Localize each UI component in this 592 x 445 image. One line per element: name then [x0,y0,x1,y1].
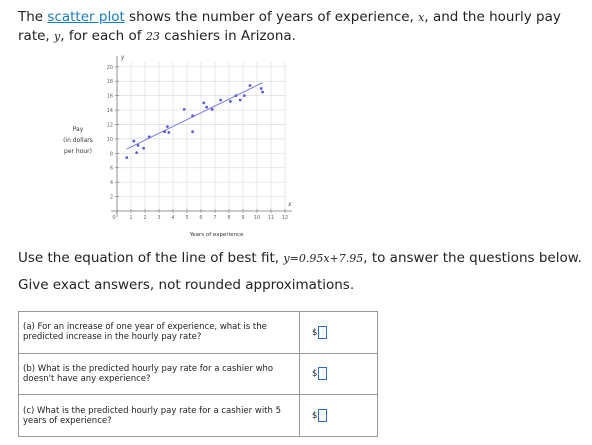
answer-input[interactable] [318,409,328,423]
x-tick-label: 9 [241,215,244,221]
y-tick-label: 16 [107,94,113,100]
data-point [182,107,186,111]
text: , and the hourly pay rate, [18,9,561,44]
data-point [205,105,209,109]
y-tick-label: 18 [107,79,113,85]
y-tick-label: 6 [110,166,113,172]
x-tick-label: 8 [227,215,230,221]
x-tick-label: 10 [254,215,260,221]
math: 23 [145,30,160,43]
y-tick-label: 4 [110,180,113,186]
data-point [259,87,263,90]
y-tick-label: 20 [107,65,113,71]
data-point [248,84,252,87]
question-table: (a) For an increase of one year of exper… [18,311,378,437]
question: (c) What is the predicted hourly pay rat… [18,394,300,437]
question-row: (a) For an increase of one year of exper… [18,311,378,354]
axis-letter: x [287,201,292,208]
x-tick-label: 2 [143,215,146,221]
x-tick-label: 0 [112,215,115,221]
data-point [166,125,169,129]
y-tick-label: 2 [110,195,113,201]
answer-cell: $ [299,311,378,354]
x-tick-label: 5 [185,215,188,221]
currency: $ [312,327,318,338]
link[interactable]: scatter plot [47,9,125,25]
x-tick-label: 12 [282,215,288,221]
math: x [418,11,425,24]
question-row: (c) What is the predicted hourly pay rat… [18,394,378,437]
data-point [210,107,214,111]
x-tick-label: 7 [213,215,216,221]
instruction: Give exact answers, not rounded approxim… [18,277,355,293]
currency: $ [312,369,318,380]
data-point [202,101,206,105]
equation-line: Use the equation of the line of best fit… [18,249,582,268]
answer-input[interactable] [318,367,328,381]
math: y [54,30,61,43]
data-point [167,131,171,134]
question: (b) What is the predicted hourly pay rat… [18,352,300,396]
y-tick-label: 12 [107,122,113,128]
data-point [163,130,167,134]
data-point [191,130,195,134]
y-tick-label: 8 [110,151,113,157]
answer-cell: $ [299,352,378,396]
question-row: (b) What is the predicted hourly pay rat… [18,352,378,396]
y-tick-label: 10 [107,137,113,143]
data-point [125,156,129,160]
x-tick-label: 11 [268,215,274,221]
intro: The scatter plot shows the number of yea… [18,8,588,46]
text: cashiers in Arizona. [159,28,296,44]
y-tick-label: 14 [107,108,113,114]
text: The [18,9,48,25]
answer-cell: $ [299,394,378,437]
x-tick-label: 4 [171,215,174,221]
question: (a) For an increase of one year of exper… [18,311,300,354]
text: , to answer the questions below. [363,250,582,266]
y-axis-label: per hour) [64,148,92,155]
data-point [142,146,146,150]
x-tick-label: 1 [129,215,132,221]
data-point [147,135,151,139]
x-tick-label: 6 [199,215,202,221]
data-point [261,90,264,94]
axis-letter: y [120,54,125,61]
answer-input[interactable] [318,325,328,339]
y-axis-label: (in dollars [63,137,93,144]
data-point [238,98,242,102]
data-point [191,114,195,118]
math: y=0.95x+7.95 [283,252,364,265]
text: Use the equation of the line of best fit… [18,250,284,266]
x-axis-label: Years of experience [189,232,244,238]
y-axis-label: Pay [73,126,84,133]
data-point [229,100,232,103]
data-point [136,143,140,147]
data-point [234,94,238,98]
data-point [219,98,223,102]
currency: $ [312,411,318,422]
data-point [135,151,139,155]
x-tick-label: 3 [157,215,160,221]
text: shows the number of years of experience, [124,9,419,25]
data-point [243,94,246,98]
text: , for each of [60,28,146,44]
data-point [132,139,136,143]
